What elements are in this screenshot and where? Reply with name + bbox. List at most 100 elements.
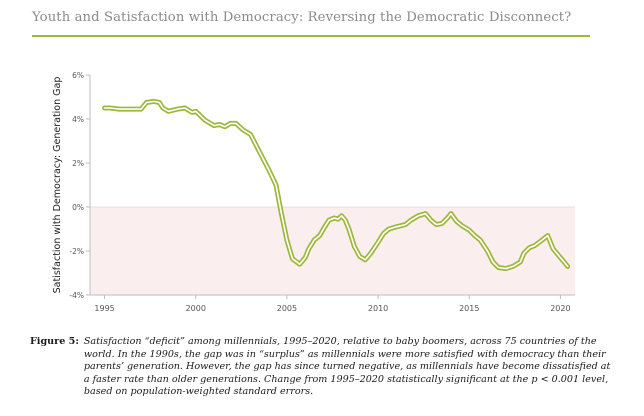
series-data-point xyxy=(213,125,214,126)
series-data-point xyxy=(564,261,565,262)
series-data-point xyxy=(119,109,120,110)
series-data-point xyxy=(430,220,431,221)
series-data-point xyxy=(474,235,475,236)
series-data-point xyxy=(520,261,521,262)
x-tick-label: 2015 xyxy=(459,304,479,313)
series-data-point xyxy=(534,245,535,246)
y-tick-group: 6% 4% 2% 0% -2% -4% xyxy=(69,71,90,300)
header-divider xyxy=(32,35,590,37)
figure-caption-label: Figure 5: xyxy=(30,336,79,347)
series-data-point xyxy=(348,228,349,229)
series-data-point xyxy=(450,213,451,214)
y-tick-label: -4% xyxy=(69,291,84,300)
series-data-point xyxy=(308,248,309,249)
series-data-point xyxy=(354,246,355,247)
figure-caption: Figure 5: Satisfaction “deficit” among m… xyxy=(30,336,616,399)
series-data-point xyxy=(286,239,287,240)
series-data-point xyxy=(505,268,506,269)
series-data-point xyxy=(547,235,548,236)
series-data-point xyxy=(461,225,462,226)
series-data-point xyxy=(177,109,178,110)
series-line-inner xyxy=(103,100,569,270)
y-tick-label: 4% xyxy=(72,115,84,124)
x-tick-group: 1995 2000 2005 2010 2015 2020 xyxy=(94,295,571,313)
series-data-point xyxy=(418,215,419,216)
series-data-point xyxy=(235,123,236,124)
series-data-point xyxy=(383,233,384,234)
series-data-point xyxy=(250,134,251,135)
series-data-point xyxy=(334,217,335,218)
series-data-point xyxy=(425,213,426,214)
y-tick-label: -2% xyxy=(69,247,84,256)
series-data-point xyxy=(469,230,470,231)
series-data-point xyxy=(259,151,260,152)
series-data-point xyxy=(204,120,205,121)
series-data-point xyxy=(184,107,185,108)
series-data-point xyxy=(292,258,293,259)
series-data-point xyxy=(110,107,111,108)
series-data-point xyxy=(224,126,225,127)
series-data-point xyxy=(230,123,231,124)
series-data-point xyxy=(328,220,329,221)
y-tick-label: 2% xyxy=(72,159,84,168)
x-tick-label: 1995 xyxy=(94,304,114,313)
series-data-point xyxy=(319,235,320,236)
series-data-point xyxy=(487,250,488,251)
y-tick-label: 6% xyxy=(72,71,84,80)
series-data-point xyxy=(146,102,147,103)
series-data-point xyxy=(512,266,513,267)
negative-region-shade xyxy=(90,207,575,295)
series-data-point xyxy=(560,257,561,258)
x-tick-label: 2010 xyxy=(368,304,388,313)
figure-caption-text: Satisfaction “deficit” among millennials… xyxy=(83,336,611,398)
series-data-point xyxy=(498,267,499,268)
series-data-point xyxy=(441,223,442,224)
series-data-point xyxy=(405,224,406,225)
series-data-point xyxy=(480,239,481,240)
series-data-point xyxy=(388,228,389,229)
series-data-point xyxy=(104,107,105,108)
series-data-point xyxy=(268,169,269,170)
series-data-point xyxy=(365,259,366,260)
x-tick-label: 2020 xyxy=(550,304,570,313)
series-data-point xyxy=(523,253,524,254)
series-data-point xyxy=(195,111,196,112)
series-data-point xyxy=(219,124,220,125)
series-data-point xyxy=(275,184,276,185)
series-data-point xyxy=(410,220,411,221)
generation-gap-line-chart: 6%4%2%0%-2%-4% 1995 2000 2005 2010 2015 2020 … xyxy=(52,71,575,313)
series-data-point xyxy=(396,226,397,227)
series-data-point xyxy=(359,256,360,257)
series-data-point xyxy=(447,217,448,218)
x-tick-label: 2005 xyxy=(277,304,297,313)
series-data-point xyxy=(159,102,160,103)
series-data-point xyxy=(529,247,530,248)
series-data-point xyxy=(192,112,193,113)
series-data-point xyxy=(131,109,132,110)
series-data-point xyxy=(153,101,154,102)
y-tick-label: 0% xyxy=(72,203,84,212)
x-tick-label: 2000 xyxy=(186,304,206,313)
series-data-point xyxy=(337,219,338,220)
series-data-point xyxy=(281,213,282,214)
series-data-point xyxy=(314,239,315,240)
series-data-point xyxy=(553,248,554,249)
series-data-point xyxy=(456,221,457,222)
series-data-point xyxy=(542,239,543,240)
series-data-point xyxy=(162,107,163,108)
series-data-point xyxy=(378,242,379,243)
series-data-point xyxy=(436,224,437,225)
series-data-point xyxy=(305,257,306,258)
y-axis-label: Satisfaction with Democracy: Generation … xyxy=(52,77,63,294)
series-data-point xyxy=(141,109,142,110)
series-data-point xyxy=(299,264,300,265)
series-data-point xyxy=(341,215,342,216)
page-header-title: Youth and Satisfaction with Democracy: R… xyxy=(32,10,572,25)
series-data-point xyxy=(243,129,244,130)
series-data-point xyxy=(567,266,568,267)
series-data-point xyxy=(323,228,324,229)
series-data-point xyxy=(370,253,371,254)
series-data-point xyxy=(345,220,346,221)
series-data-point xyxy=(168,111,169,112)
series-data-point xyxy=(492,261,493,262)
